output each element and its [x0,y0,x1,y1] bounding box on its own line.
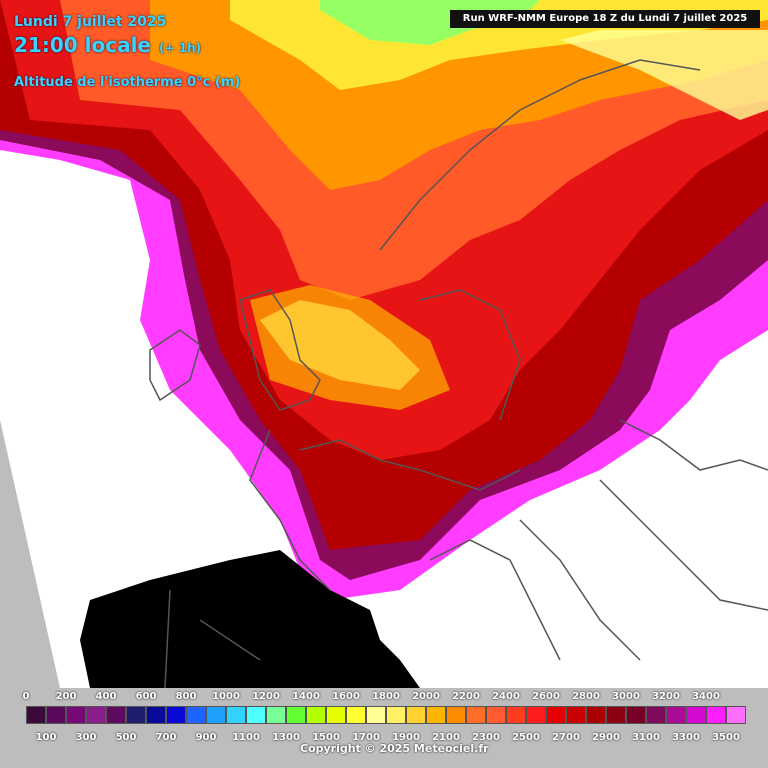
legend-tick-bottom: 1500 [312,732,340,743]
copyright: Copyright © 2025 Meteociel.fr [300,742,489,755]
legend-tick-top: 0 [22,691,30,702]
legend-swatch [486,706,506,724]
legend-swatch [426,706,446,724]
legend-swatch [686,706,706,724]
legend-swatch [286,706,306,724]
legend-tick-top: 1000 [212,691,240,702]
legend-tick-bottom: 2500 [512,732,540,743]
legend-tick-bottom: 2900 [592,732,620,743]
legend-tick-top: 3000 [612,691,640,702]
field-yellow-ne [560,30,768,120]
color-legend: 0 200 400 600 800 1000 1200 1400 1600 1800 2000 220… [0,688,768,768]
legend-tick-top: 800 [175,691,197,702]
legend-swatch [466,706,486,724]
legend-swatch [326,706,346,724]
legend-tick-top: 1400 [292,691,320,702]
legend-swatch [606,706,626,724]
legend-tick-bottom: 2300 [472,732,500,743]
legend-tick-bottom: 1700 [352,732,380,743]
legend-swatch [26,706,46,724]
legend-tick-top: 400 [95,691,117,702]
parameter-title: Altitude de l'isotherme 0°c (m) [14,75,241,90]
forecast-time: 21:00 locale (+ 1h) [14,33,201,57]
legend-swatch [106,706,126,724]
legend-swatch [666,706,686,724]
legend-tick-top: 600 [135,691,157,702]
legend-swatch [266,706,286,724]
legend-swatch [146,706,166,724]
legend-swatch [726,706,746,724]
legend-tick-bottom: 900 [195,732,217,743]
legend-tick-bottom: 2100 [432,732,460,743]
legend-tick-bottom: 700 [155,732,177,743]
coastlines [149,59,768,689]
legend-tick-top: 3200 [652,691,680,702]
legend-tick-top: 3400 [692,691,720,702]
legend-tick-bottom: 2700 [552,732,580,743]
legend-tick-bottom: 3100 [632,732,660,743]
legend-swatch [226,706,246,724]
legend-tick-bottom: 100 [35,732,57,743]
legend-swatch [186,706,206,724]
legend-swatch [246,706,266,724]
legend-tick-top: 1800 [372,691,400,702]
legend-tick-top: 2600 [532,691,560,702]
legend-swatch [166,706,186,724]
legend-swatch [586,706,606,724]
legend-tick-top: 2800 [572,691,600,702]
legend-swatch [366,706,386,724]
legend-tick-bottom: 3500 [712,732,740,743]
legend-swatch [66,706,86,724]
legend-swatch [526,706,546,724]
legend-swatch [646,706,666,724]
forecast-time-value: 21:00 locale [14,33,151,57]
legend-swatch [506,706,526,724]
legend-swatch [546,706,566,724]
legend-tick-bottom: 1900 [392,732,420,743]
forecast-lead: (+ 1h) [159,41,202,55]
run-banner: Run WRF-NMM Europe 18 Z du Lundi 7 juill… [450,10,760,28]
legend-tick-top: 2200 [452,691,480,702]
legend-tick-top: 2400 [492,691,520,702]
legend-swatch [46,706,66,724]
north-africa [80,550,420,688]
legend-swatch [346,706,366,724]
domain-edge-left [0,420,60,688]
legend-swatch [706,706,726,724]
legend-swatch [306,706,326,724]
legend-tick-top: 1600 [332,691,360,702]
legend-swatch [406,706,426,724]
legend-tick-top: 2000 [412,691,440,702]
legend-swatch [566,706,586,724]
legend-tick-bottom: 300 [75,732,97,743]
legend-tick-top: 200 [55,691,77,702]
legend-swatch [86,706,106,724]
legend-tick-bottom: 500 [115,732,137,743]
legend-tick-bottom: 1100 [232,732,260,743]
legend-tick-bottom: 3300 [672,732,700,743]
field-orange-uk [250,285,450,410]
legend-swatch [626,706,646,724]
legend-tick-bottom: 1300 [272,732,300,743]
legend-tick-top: 1200 [252,691,280,702]
legend-swatch [446,706,466,724]
legend-swatch [126,706,146,724]
legend-swatch [386,706,406,724]
forecast-date: Lundi 7 juillet 2025 [14,14,167,30]
legend-swatch [206,706,226,724]
